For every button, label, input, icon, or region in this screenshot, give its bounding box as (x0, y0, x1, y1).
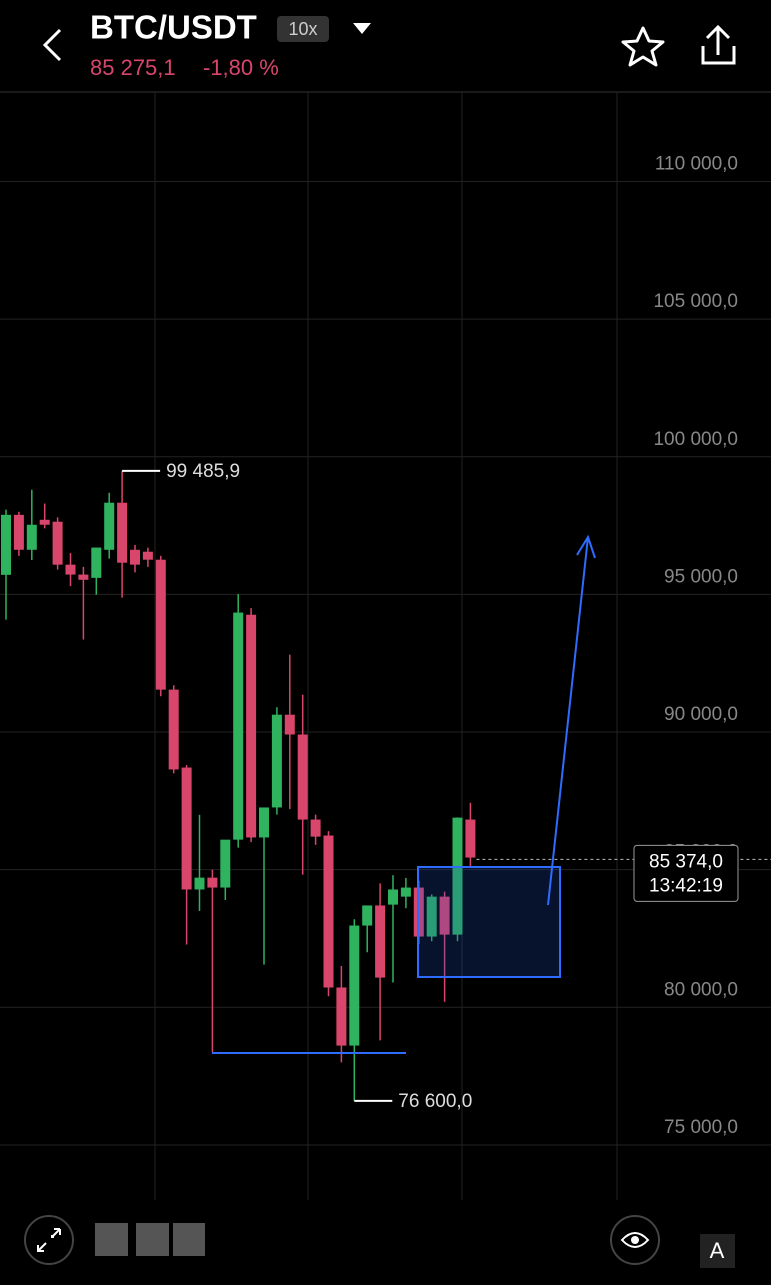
candle-body (233, 612, 244, 840)
candle-body (52, 521, 63, 565)
price-change: -1,80 % (203, 55, 279, 80)
share-button[interactable] (701, 24, 736, 65)
fullscreen-icon (37, 1228, 61, 1252)
candle-body (259, 807, 269, 838)
logo-block (173, 1223, 205, 1256)
visibility-button[interactable] (610, 1215, 660, 1265)
auto-scale-label: A (710, 1238, 725, 1263)
plot: 75 000,080 000,085 000,090 000,095 000,0… (0, 153, 771, 1146)
okx-logo (95, 1223, 205, 1256)
y-tick-label: 90 000,0 (664, 704, 738, 725)
eye-icon (620, 1232, 650, 1248)
y-tick-label: 100 000,0 (653, 429, 738, 450)
eye-pupil (631, 1236, 639, 1244)
y-tick-label: 75 000,0 (664, 1117, 738, 1138)
current-price-box (633, 844, 739, 902)
candle-body (155, 559, 166, 690)
candle-body (26, 524, 37, 550)
pair-title[interactable]: BTC/USDT (90, 9, 257, 46)
candle-body (142, 551, 153, 560)
candle-body (452, 817, 463, 935)
auto-scale-button[interactable] (700, 1234, 735, 1268)
last-price: 85 275,1 (90, 55, 176, 80)
candle-body (104, 502, 115, 550)
candle-body (362, 905, 373, 926)
candle-body (465, 819, 476, 858)
candle-body (271, 714, 282, 808)
candle-body (310, 819, 321, 837)
y-tick-label: 80 000,0 (664, 979, 738, 1000)
fullscreen-button[interactable] (24, 1215, 74, 1265)
candle-body (323, 835, 334, 988)
candle-body (400, 887, 411, 897)
high-marker-label: 99 485,9 (166, 461, 240, 482)
y-tick-label: 95 000,0 (664, 566, 738, 587)
candle-body (336, 987, 347, 1046)
candle-body (117, 502, 128, 563)
current-price-time: 13:42:19 (649, 875, 723, 896)
drawn-arrow (547, 534, 596, 906)
vertical-grid (154, 92, 618, 1200)
candle-body (13, 514, 24, 550)
leverage: 10x (288, 19, 317, 39)
candle-body (78, 574, 89, 580)
drawn-rectangle (417, 866, 561, 978)
candle-body (130, 549, 140, 565)
candle-body (91, 547, 102, 578)
candle-body (388, 889, 398, 905)
y-tick-label: 110 000,0 (655, 153, 738, 174)
y-tick-label: 105 000,0 (653, 291, 738, 312)
current-price-label: 85 374,0 (649, 851, 723, 872)
candle-body (220, 839, 231, 888)
candle-body (297, 734, 308, 820)
candle-body (65, 564, 76, 575)
candle-body (181, 767, 192, 890)
low-marker-label: 76 600,0 (398, 1091, 472, 1112)
favorite-button[interactable] (621, 26, 665, 67)
logo-block (136, 1223, 169, 1256)
candle-body (39, 519, 50, 525)
candle-body (375, 905, 386, 978)
candle-body (426, 896, 437, 937)
candle-body (168, 689, 179, 770)
dropdown-arrow[interactable] (353, 23, 371, 34)
candle-body (207, 877, 218, 888)
candle-body (1, 514, 11, 575)
candle-body (246, 614, 257, 838)
candle-body (194, 877, 205, 890)
leverage-badge[interactable] (277, 16, 329, 42)
candle-body (439, 896, 450, 935)
logo-block (95, 1223, 128, 1256)
candle-body (284, 714, 295, 735)
back-button[interactable] (42, 28, 62, 62)
candle-body (349, 925, 360, 1046)
